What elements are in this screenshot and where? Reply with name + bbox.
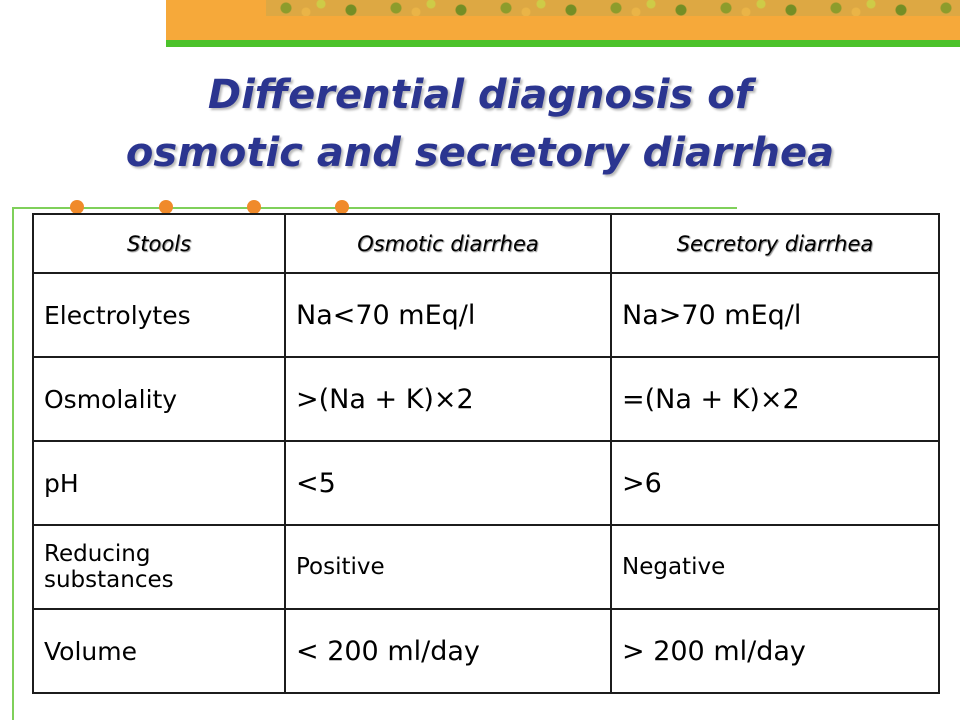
row-label: Reducing substances	[32, 524, 286, 610]
secretory-value: Na>70 mEq/l	[610, 272, 940, 358]
osmotic-value: >(Na + K)×2	[284, 356, 612, 442]
row-label: Electrolytes	[32, 272, 286, 358]
title-line-2: osmotic and secretory diarrhea	[125, 130, 835, 176]
slide-title: Differential diagnosis of osmotic and se…	[60, 66, 900, 182]
osmotic-value: Positive	[284, 524, 612, 610]
secretory-value: =(Na + K)×2	[610, 356, 940, 442]
header-osmotic: Osmotic diarrhea	[284, 213, 612, 274]
osmotic-value: < 200 ml/day	[284, 608, 612, 694]
secretory-value: >6	[610, 440, 940, 526]
table-row: Osmolality >(Na + K)×2 =(Na + K)×2	[32, 356, 940, 442]
table-header-row: Stools Osmotic diarrhea Secretory diarrh…	[32, 213, 940, 274]
header-secretory: Secretory diarrhea	[610, 213, 940, 274]
decorative-dot	[159, 200, 173, 214]
table-row: Electrolytes Na<70 mEq/l Na>70 mEq/l	[32, 272, 940, 358]
diagnosis-table: Stools Osmotic diarrhea Secretory diarrh…	[32, 213, 940, 694]
secretory-value: > 200 ml/day	[610, 608, 940, 694]
table-row: pH <5 >6	[32, 440, 940, 526]
decorative-vertical-line	[12, 207, 14, 720]
osmotic-value: <5	[284, 440, 612, 526]
decorative-dot	[70, 200, 84, 214]
decorative-horizontal-line	[12, 207, 737, 209]
table-row: Volume < 200 ml/day > 200 ml/day	[32, 608, 940, 694]
banner-pattern	[266, 0, 960, 16]
row-label: pH	[32, 440, 286, 526]
title-line-1: Differential diagnosis of	[207, 72, 753, 118]
decorative-dot	[335, 200, 349, 214]
header-stools: Stools	[32, 213, 286, 274]
row-label: Osmolality	[32, 356, 286, 442]
decorative-dot	[247, 200, 261, 214]
osmotic-value: Na<70 mEq/l	[284, 272, 612, 358]
row-label: Volume	[32, 608, 286, 694]
decorative-banner	[166, 0, 960, 40]
banner-stripe	[166, 40, 960, 47]
secretory-value: Negative	[610, 524, 940, 610]
table-row: Reducing substances Positive Negative	[32, 524, 940, 610]
